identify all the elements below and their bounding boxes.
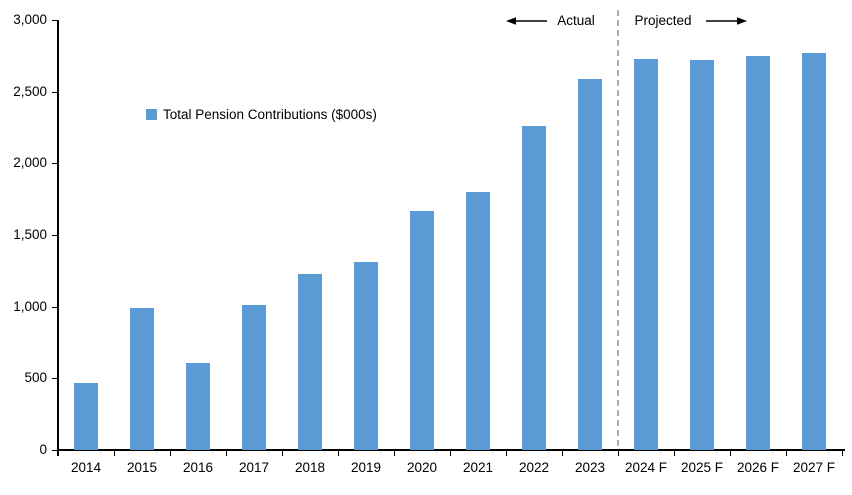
bar (746, 55, 770, 450)
plot-area (58, 20, 842, 450)
actual-annotation-label: Actual (557, 13, 595, 28)
x-axis-label: 2018 (294, 460, 326, 475)
bar-group-2020 (394, 20, 450, 450)
bar-group-2027-f (786, 20, 842, 450)
legend-label: Total Pension Contributions ($000s) (163, 107, 377, 122)
x-axis-label: 2024 F (624, 460, 668, 475)
x-axis-label: 2027 F (792, 460, 836, 475)
bar (298, 273, 322, 450)
bar-group-2021 (450, 20, 506, 450)
y-axis-tick (52, 378, 57, 380)
y-axis-tick (52, 450, 57, 451)
x-axis-label: 2016 (182, 460, 214, 475)
right-arrow-icon (706, 17, 747, 25)
x-axis-line (57, 449, 845, 451)
bar-group-2018 (282, 20, 338, 450)
y-axis-tick (52, 235, 57, 236)
bar (242, 305, 266, 450)
x-axis-label: 2022 (518, 460, 550, 475)
bar (522, 126, 546, 450)
bar-group-2022 (506, 20, 562, 450)
x-axis-tick (394, 451, 395, 456)
x-axis-tick (730, 451, 731, 456)
x-axis-tick (282, 451, 283, 456)
bar (634, 58, 658, 450)
bar (130, 308, 154, 450)
x-axis-tick (450, 451, 451, 456)
bar-group-2023 (562, 20, 618, 450)
y-axis-label: 3,000 (13, 12, 47, 27)
bar-group-2016 (170, 20, 226, 450)
x-axis-tick (618, 451, 619, 456)
bar (802, 53, 826, 450)
y-axis-label: 2,000 (13, 155, 47, 171)
x-axis-label: 2015 (126, 460, 158, 475)
bar (74, 382, 98, 450)
x-axis-tick (674, 451, 675, 456)
bar (466, 192, 490, 450)
x-axis-tick (786, 451, 787, 456)
projected-annotation-label: Projected (634, 13, 692, 28)
x-axis-tick (506, 451, 507, 456)
y-axis-label: 500 (24, 370, 47, 386)
x-axis-label: 2020 (406, 460, 438, 475)
bar-group-2026-f (730, 20, 786, 450)
y-axis-tick (52, 20, 57, 21)
bar-group-2025-f (674, 20, 730, 450)
x-axis-label: 2026 F (736, 460, 780, 475)
y-axis-line (57, 20, 59, 456)
legend-marker-icon (146, 109, 157, 120)
x-axis-tick (114, 451, 115, 456)
x-axis-tick (226, 451, 227, 456)
bar-group-2024-f (618, 20, 674, 450)
x-axis-label: 2021 (462, 460, 494, 475)
bar (186, 362, 210, 450)
x-axis-tick (58, 451, 59, 456)
bar-group-2017 (226, 20, 282, 450)
bar (354, 262, 378, 450)
y-axis-label: 1,000 (13, 298, 47, 314)
y-axis-tick (52, 91, 57, 93)
bar-group-2015 (114, 20, 170, 450)
x-axis-label: 2019 (350, 460, 382, 475)
bar (690, 60, 714, 450)
bar-group-2019 (338, 20, 394, 450)
x-axis-tick (842, 451, 843, 456)
x-axis-label: 2023 (574, 460, 606, 475)
x-axis-label: 2014 (70, 460, 102, 475)
bar (410, 210, 434, 450)
actual-projected-divider-line (617, 10, 619, 450)
bar-group-2014 (58, 20, 114, 450)
bar (578, 78, 602, 450)
y-axis-tick (52, 306, 57, 308)
legend: Total Pension Contributions ($000s) (146, 106, 377, 123)
y-axis-label: 0 (39, 442, 47, 457)
left-arrow-icon (506, 17, 547, 25)
x-axis-tick (562, 451, 563, 456)
y-axis-label: 1,500 (13, 227, 47, 242)
y-axis-tick (52, 163, 57, 165)
y-axis-label: 2,500 (13, 83, 47, 99)
x-axis-label: 2017 (238, 460, 270, 475)
x-axis-tick (170, 451, 171, 456)
x-axis-tick (338, 451, 339, 456)
x-axis-label: 2025 F (680, 460, 724, 475)
